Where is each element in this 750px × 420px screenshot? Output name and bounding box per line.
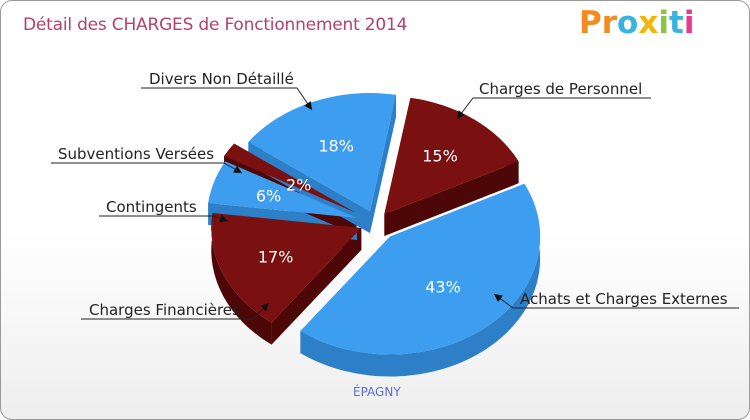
logo-letter: x	[638, 5, 659, 41]
leader-arrow	[494, 294, 503, 302]
slice-category-label: Divers Non Détaillé	[149, 70, 294, 88]
slice-percent-label: 18%	[318, 137, 354, 156]
slice-labels: Charges de Personnel Achats et Charges Ex…	[58, 70, 728, 319]
slice-category-label: Charges Financières	[89, 301, 240, 319]
footer-city: ÉPAGNY	[353, 385, 401, 399]
pie-slice	[224, 143, 356, 213]
slice-category-label: Achats et Charges Externes	[520, 290, 728, 308]
slice-percent-label: 17%	[258, 248, 294, 267]
leader-arrow	[219, 214, 228, 223]
pie-tops	[208, 93, 541, 355]
pie-slice-wall	[384, 161, 519, 237]
logo-letter: o	[617, 5, 639, 41]
pie-slice-wall	[369, 94, 397, 234]
leader-arrow	[260, 303, 269, 312]
logo-letter: r	[601, 5, 618, 41]
slice-percent-label: 43%	[425, 277, 461, 296]
pie-slice-wall	[271, 227, 362, 345]
leader-lines	[51, 87, 739, 320]
slice-percent-label: 6%	[256, 186, 281, 205]
slice-category-label: Subventions Versées	[58, 145, 214, 163]
logo-letter: t	[668, 5, 684, 41]
pie-slice	[300, 183, 541, 355]
pie-slice-side	[300, 183, 541, 377]
percent-labels: 15% 43% 17% 6% 2% 18%	[256, 137, 461, 297]
slice-category-label: Contingents	[106, 198, 197, 216]
leader-line	[141, 87, 313, 111]
slice-percent-label: 2%	[286, 175, 311, 194]
chart-title: Détail des CHARGES de Fonctionnement 201…	[23, 15, 408, 35]
slice-category-label: Charges de Personnel	[479, 80, 642, 98]
logo-letter: P	[579, 5, 602, 41]
slice-percent-label: 15%	[422, 146, 458, 165]
pie-slice-side	[211, 212, 272, 345]
pie-slice	[248, 93, 397, 212]
logo-letter: i	[658, 5, 669, 41]
leader-line	[51, 162, 243, 174]
pie-slice	[384, 97, 519, 215]
logo-letter: i	[683, 5, 695, 41]
proxiti-logo: Proxiti	[579, 5, 694, 41]
pie-slice	[211, 212, 362, 323]
leader-line	[456, 97, 651, 120]
leader-arrow	[233, 165, 242, 173]
pie-slice	[208, 161, 357, 219]
leader-arrow	[457, 110, 466, 119]
leader-arrow	[304, 101, 312, 110]
